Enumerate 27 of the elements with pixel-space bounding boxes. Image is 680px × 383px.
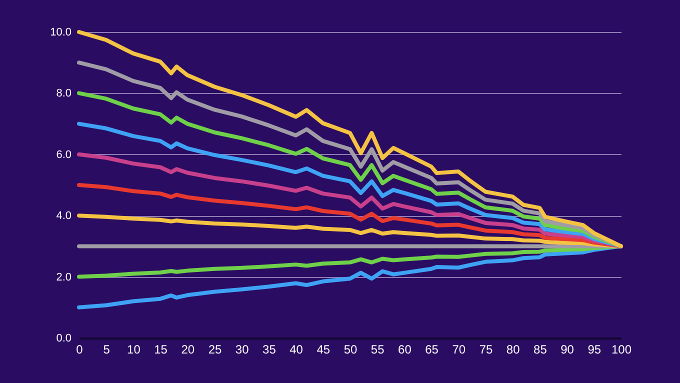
x-tick-label: 60 xyxy=(398,342,412,356)
x-tick-label: 30 xyxy=(235,342,250,356)
x-tick-label: 5 xyxy=(103,342,110,356)
x-tick-label: 90 xyxy=(560,342,574,356)
x-tick-label: 0 xyxy=(76,342,84,356)
y-tick-label: 10.0 xyxy=(50,26,72,38)
x-tick-label: 65 xyxy=(425,342,439,356)
x-tick-label: 45 xyxy=(316,342,330,356)
y-tick-label: 6.0 xyxy=(56,148,72,161)
y-tick-label: 8.0 xyxy=(56,88,72,100)
x-tick-label: 40 xyxy=(290,342,304,356)
x-tick-label: 95 xyxy=(588,342,602,356)
y-tick-label: 4.0 xyxy=(56,210,72,222)
x-tick-label: 20 xyxy=(181,342,195,356)
x-tick-label: 70 xyxy=(452,342,466,356)
x-tick-label: 75 xyxy=(479,342,493,356)
x-tick-label: 35 xyxy=(262,342,276,356)
x-tick-label: 85 xyxy=(534,342,548,356)
x-tick-label: 25 xyxy=(208,342,222,356)
x-tick-label: 10 xyxy=(127,342,141,356)
x-tick-label: 15 xyxy=(154,342,168,356)
y-tick-label: 0.0 xyxy=(56,332,72,344)
x-tick-label: 55 xyxy=(370,342,385,356)
y-tick-label: 2.0 xyxy=(56,271,72,284)
x-tick-label: 50 xyxy=(344,342,358,356)
x-tick-label: 100 xyxy=(611,342,632,356)
x-tick-label: 80 xyxy=(506,342,520,356)
